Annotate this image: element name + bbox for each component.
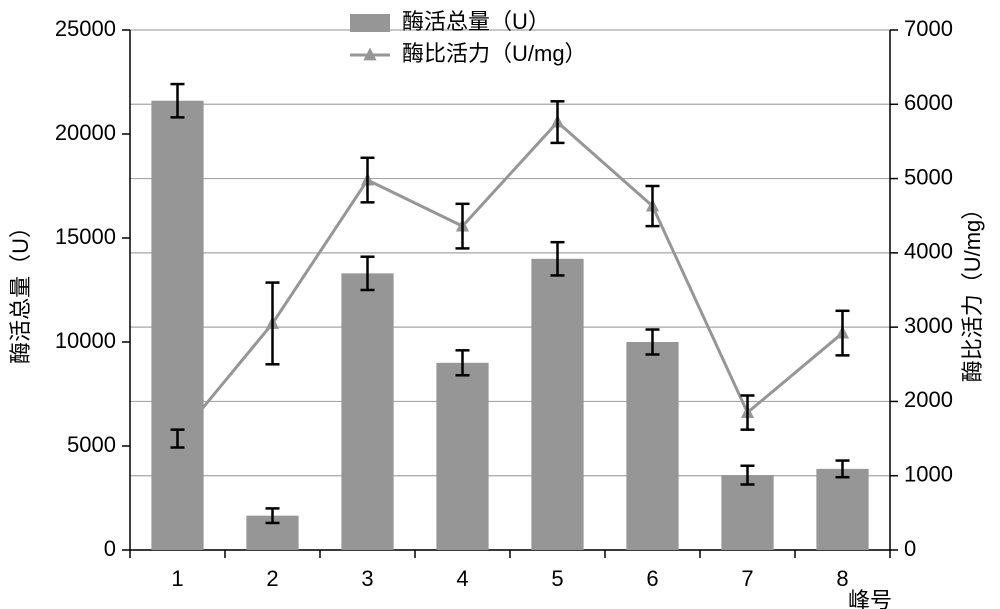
y2-tick-label: 4000 xyxy=(904,239,953,264)
y1-tick-label: 10000 xyxy=(55,328,116,353)
bar xyxy=(626,342,678,550)
chart-container: 0500010000150002000025000010002000300040… xyxy=(0,0,1000,609)
chart-svg: 0500010000150002000025000010002000300040… xyxy=(0,0,1000,609)
legend-line-label: 酶比活力（U/mg） xyxy=(402,41,587,66)
y2-tick-label: 1000 xyxy=(904,462,953,487)
x-tick-label: 2 xyxy=(266,566,278,591)
x-tick-label: 4 xyxy=(456,566,468,591)
x-tick-label: 5 xyxy=(551,566,563,591)
x-axis-title: 峰号 xyxy=(848,588,892,609)
bar xyxy=(721,475,773,550)
y2-tick-label: 6000 xyxy=(904,90,953,115)
x-tick-label: 6 xyxy=(646,566,658,591)
x-tick-label: 8 xyxy=(836,566,848,591)
x-tick-label: 1 xyxy=(171,566,183,591)
legend-bar-label: 酶活总量（U） xyxy=(402,9,550,34)
bar xyxy=(816,469,868,550)
y1-tick-label: 15000 xyxy=(55,224,116,249)
bar xyxy=(151,101,203,550)
y1-tick-label: 5000 xyxy=(67,432,116,457)
y1-axis-title: 酶活总量（U） xyxy=(8,216,33,364)
y2-tick-label: 5000 xyxy=(904,164,953,189)
y1-tick-label: 25000 xyxy=(55,16,116,41)
x-tick-label: 7 xyxy=(741,566,753,591)
line-series xyxy=(178,122,843,438)
y1-tick-label: 0 xyxy=(104,536,116,561)
bar xyxy=(341,273,393,550)
y2-tick-label: 3000 xyxy=(904,313,953,338)
x-tick-label: 3 xyxy=(361,566,373,591)
y1-tick-label: 20000 xyxy=(55,120,116,145)
bar xyxy=(436,363,488,550)
y2-tick-label: 0 xyxy=(904,536,916,561)
y2-axis-title: 酶比活力（U/mg） xyxy=(960,198,985,383)
y2-tick-label: 7000 xyxy=(904,16,953,41)
legend-bar-swatch-icon xyxy=(350,14,390,32)
bar xyxy=(531,259,583,550)
y2-tick-label: 2000 xyxy=(904,387,953,412)
